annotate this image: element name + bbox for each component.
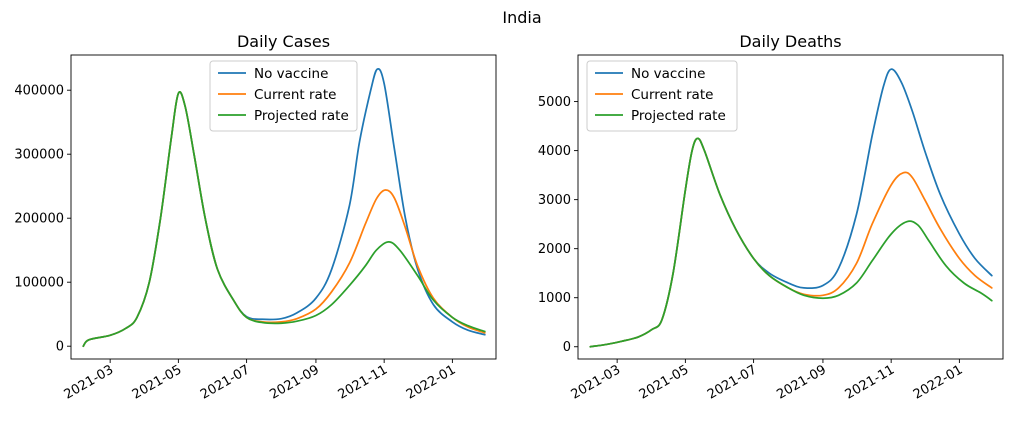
x-tick-label: 2022-01 (404, 362, 459, 402)
legend: No vaccine Current rate Projected rate (586, 60, 738, 132)
y-tick-label: 2000 (538, 242, 571, 257)
chart-title: Daily Cases (237, 32, 330, 51)
chart-deaths: Daily Deaths 0 1000 2000 3000 4000 5000 2021-03… (538, 32, 1004, 403)
legend-label: No vaccine (631, 66, 705, 82)
x-tick-label: 2021-05 (637, 362, 692, 402)
legend-label: No vaccine (254, 66, 328, 82)
y-tick-label: 1000 (538, 291, 571, 306)
x-tick-label: 2021-07 (705, 362, 760, 402)
y-tick-label: 5000 (538, 95, 571, 110)
chart-title: Daily Deaths (739, 32, 841, 51)
legend-label: Current rate (254, 87, 336, 103)
x-tick-label: 2021-11 (336, 362, 391, 402)
y-tick-label: 4000 (538, 144, 571, 159)
x-tick-label: 2022-01 (911, 362, 966, 402)
y-tick-label: 200000 (14, 212, 64, 227)
axes-frame (70, 54, 497, 360)
y-tick-label: 100000 (14, 276, 64, 291)
y-tick-label: 3000 (538, 193, 571, 208)
series-line-projected-rate (82, 91, 486, 348)
legend: No vaccine Current rate Projected rate (209, 60, 358, 132)
legend-label: Projected rate (254, 108, 349, 124)
chart-cases: Daily Cases 0 100000 200000 300000 400000 2021… (14, 32, 497, 403)
y-tick-label: 0 (56, 340, 64, 355)
legend-frame (209, 60, 358, 132)
figure-suptitle: India (502, 8, 541, 27)
x-tick-label: 2021-09 (774, 362, 829, 402)
x-tick-label: 2021-07 (198, 362, 253, 402)
axes-frame (577, 54, 1004, 360)
series-line-projected-rate (589, 137, 993, 348)
y-tick-label: 0 (563, 340, 571, 355)
x-tick-label: 2021-03 (569, 362, 624, 402)
legend-frame (586, 60, 738, 132)
x-tick-label: 2021-11 (843, 362, 898, 402)
x-tick-label: 2021-09 (267, 362, 322, 402)
legend-label: Current rate (631, 87, 713, 103)
y-tick-label: 400000 (14, 84, 64, 99)
legend-label: Projected rate (631, 108, 726, 124)
x-tick-label: 2021-05 (130, 362, 185, 402)
x-tick-label: 2021-03 (62, 362, 117, 402)
y-tick-label: 300000 (14, 148, 64, 163)
